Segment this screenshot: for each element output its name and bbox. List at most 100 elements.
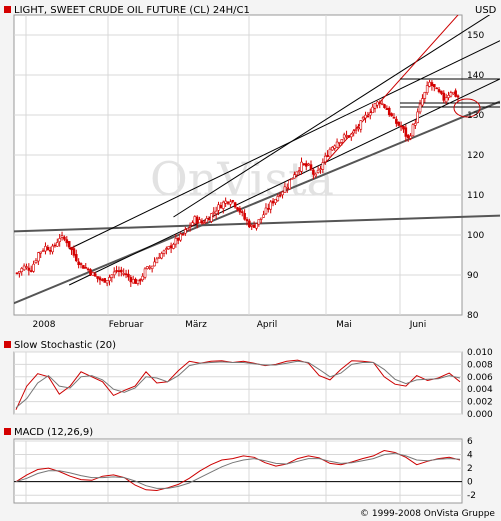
- candle-body: [20, 268, 24, 272]
- candle-body: [188, 226, 192, 228]
- indicator-series-line: [15, 360, 461, 409]
- candle-body: [105, 280, 109, 284]
- candle-body: [395, 118, 398, 124]
- price-tick-label: 150: [467, 31, 484, 41]
- candle-body: [72, 248, 76, 256]
- candle-body: [278, 194, 282, 197]
- candle-body: [307, 163, 310, 166]
- candle-body: [435, 87, 438, 90]
- axis-layer: 80 90 100 110 120 130 140 150 2008 Februar März Apr…: [33, 31, 493, 501]
- candle-body: [385, 108, 389, 110]
- indicator-tick-label: 0.010: [467, 348, 493, 358]
- candle-body: [368, 112, 372, 116]
- candle-body: [27, 267, 31, 271]
- candle-body: [174, 238, 178, 245]
- candle-body: [328, 148, 332, 158]
- candle-body: [361, 116, 365, 120]
- indicator-series-line: [15, 452, 461, 489]
- candle-body: [331, 146, 334, 151]
- watermark-layer: OnVista: [150, 152, 334, 206]
- price-tick-label: 80: [467, 311, 479, 321]
- indicator-series-line: [15, 449, 461, 492]
- candle-body: [300, 161, 303, 172]
- candle-body: [297, 170, 301, 173]
- candle-body: [191, 222, 194, 226]
- candle-body: [352, 130, 355, 134]
- channel-line: [68, 78, 500, 286]
- candle-body: [34, 260, 38, 263]
- candle-body: [115, 270, 118, 272]
- candle-body: [276, 196, 280, 201]
- candle-body: [32, 263, 35, 272]
- indicator-tick-label: 2: [467, 464, 473, 474]
- candle-body: [288, 179, 291, 190]
- candle-body: [255, 223, 258, 229]
- candle-body: [304, 163, 308, 167]
- candle-body: [376, 101, 379, 106]
- candle-body: [56, 242, 59, 247]
- candle-body: [63, 236, 66, 240]
- candle-body: [319, 168, 322, 170]
- candle-body: [18, 271, 21, 274]
- candle-body: [437, 89, 441, 93]
- candle-body: [184, 229, 187, 234]
- indicator-tick-label: -2: [467, 491, 476, 501]
- candle-body: [214, 210, 218, 214]
- candle-body: [440, 90, 443, 94]
- candle-body: [387, 107, 391, 116]
- candle-body: [74, 254, 78, 262]
- chart-title: LIGHT, SWEET CRUDE OIL FUTURE (CL) 24H/C…: [14, 5, 250, 16]
- candle-body: [326, 154, 329, 157]
- candle-body: [58, 238, 61, 242]
- candle-body: [129, 277, 133, 283]
- candle-body: [77, 261, 80, 266]
- candle-body: [89, 269, 92, 275]
- candle-body: [378, 102, 382, 104]
- candle-body: [340, 139, 344, 143]
- indicator-layer: [14, 359, 462, 492]
- candle-body: [103, 278, 107, 283]
- candle-body: [165, 248, 168, 250]
- indicator-tick-label: 0.002: [467, 398, 493, 408]
- month-tick-label: Mai: [336, 320, 352, 330]
- candle-body: [357, 127, 360, 129]
- candle-body: [293, 174, 296, 179]
- candle-body: [423, 92, 427, 99]
- candle-body: [314, 173, 318, 177]
- macd-title: MACD (12,26,9): [14, 427, 93, 438]
- candle-body: [84, 267, 88, 269]
- candle-body: [153, 261, 156, 267]
- indicator-tick-label: 0.000: [467, 410, 493, 420]
- candle-body: [110, 274, 114, 278]
- macd-panel-frame: [13, 438, 463, 504]
- candle-body: [167, 246, 171, 250]
- candle-body: [146, 266, 149, 269]
- candle-body: [323, 155, 327, 163]
- candle-body: [124, 273, 128, 276]
- month-tick-label: März: [185, 320, 207, 330]
- candle-body: [390, 113, 393, 117]
- candle-body: [366, 115, 370, 118]
- price-tick-label: 140: [467, 71, 484, 81]
- candle-body: [406, 134, 410, 139]
- candle-body: [207, 218, 211, 221]
- candle-body: [411, 124, 415, 137]
- candle-body: [399, 125, 403, 128]
- candle-body: [60, 235, 64, 238]
- candle-body: [392, 117, 396, 119]
- candle-body: [22, 265, 26, 271]
- candle-body: [380, 103, 384, 105]
- candle-body: [148, 266, 152, 269]
- month-tick-label: Februar: [109, 320, 144, 330]
- candle-body: [233, 202, 237, 208]
- candle-body: [44, 246, 47, 252]
- candle-body: [428, 81, 431, 87]
- candle-body: [217, 204, 220, 211]
- copyright-footer: © 1999-2008 OnVista Gruppe: [360, 509, 495, 519]
- candle-body: [447, 95, 450, 98]
- candle-body: [70, 247, 73, 251]
- candle-body: [416, 111, 419, 123]
- candle-body: [150, 265, 154, 269]
- month-tick-label: April: [257, 320, 278, 330]
